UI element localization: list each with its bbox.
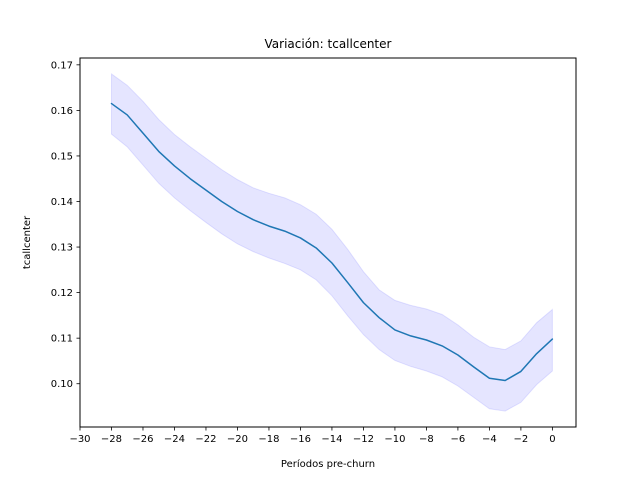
y-tick-label: 0.11 (51, 334, 73, 345)
x-tick-label: −4 (482, 434, 497, 445)
y-tick-label: 0.14 (51, 197, 73, 208)
x-tick-label: −28 (101, 434, 122, 445)
x-tick-label: −6 (451, 434, 466, 445)
x-tick-label: −18 (258, 434, 279, 445)
y-tick-label: 0.10 (51, 379, 73, 390)
y-tick-label: 0.12 (51, 288, 73, 299)
x-axis-title: Períodos pre-churn (281, 458, 375, 470)
x-tick-label: −10 (384, 434, 405, 445)
x-tick-label: −16 (290, 434, 311, 445)
x-tick-label: −20 (227, 434, 248, 445)
y-axis: 0.10 0.11 0.12 0.13 0.14 0.15 0.16 0.17 (51, 60, 80, 390)
x-axis: −30 −28 −26 −24 −22 −20 −18 −16 −14 −12 −10 −8 −6 −4−… (69, 427, 556, 445)
x-tick-label: −30 (69, 434, 90, 445)
confidence-band-0 (110, 72, 553, 412)
x-tick-label: −24 (164, 434, 185, 445)
x-tick-label: −22 (195, 434, 216, 445)
chart-title: Variación: tcallcenter (265, 37, 392, 51)
plot-area (110, 72, 554, 412)
y-tick-label: 0.16 (51, 106, 73, 117)
plot-frame (79, 57, 577, 428)
x-tick-label: −12 (353, 434, 374, 445)
y-tick-label: 0.13 (51, 243, 73, 254)
y-tick-label: 0.15 (51, 151, 73, 162)
x-tick-label: −8 (419, 434, 434, 445)
y-tick-label: 0.17 (51, 60, 73, 71)
x-tick-label: 0 (549, 434, 555, 445)
x-tick-label: −26 (132, 434, 153, 445)
x-tick-label: −14 (321, 434, 342, 445)
x-tick-label: −2 (514, 434, 529, 445)
y-axis-title: tcallcenter (22, 215, 33, 269)
